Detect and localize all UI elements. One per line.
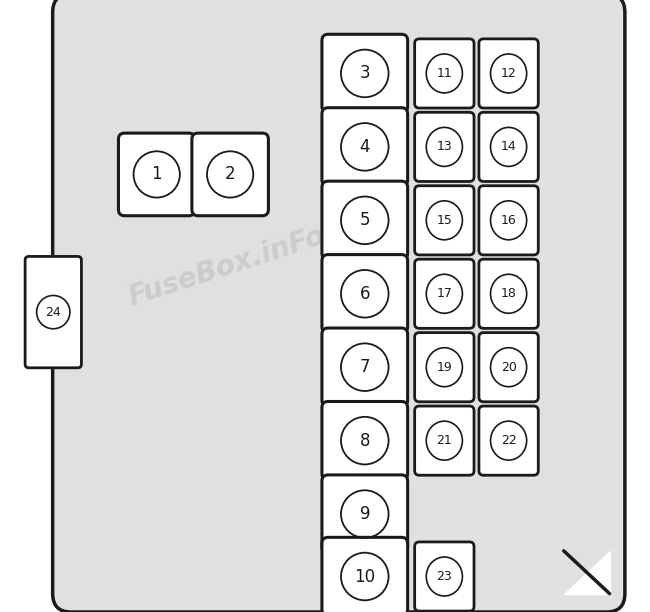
Text: 15: 15 (436, 214, 452, 227)
Text: FuseBox.inFo: FuseBox.inFo (125, 221, 329, 312)
Text: 1: 1 (151, 165, 162, 184)
Text: 3: 3 (359, 64, 370, 83)
FancyBboxPatch shape (322, 475, 408, 553)
FancyBboxPatch shape (322, 537, 408, 612)
FancyBboxPatch shape (25, 256, 81, 368)
FancyBboxPatch shape (415, 113, 474, 181)
Text: 13: 13 (436, 140, 452, 154)
Text: 24: 24 (46, 305, 61, 319)
FancyBboxPatch shape (53, 0, 625, 612)
Text: 11: 11 (436, 67, 452, 80)
FancyBboxPatch shape (415, 259, 474, 328)
FancyBboxPatch shape (415, 39, 474, 108)
Text: 10: 10 (354, 567, 375, 586)
FancyBboxPatch shape (192, 133, 268, 216)
FancyBboxPatch shape (479, 113, 538, 181)
FancyBboxPatch shape (322, 401, 408, 480)
Text: 14: 14 (500, 140, 517, 154)
FancyBboxPatch shape (479, 406, 538, 475)
FancyBboxPatch shape (479, 39, 538, 108)
Text: 7: 7 (359, 358, 370, 376)
Text: 6: 6 (359, 285, 370, 303)
Text: 5: 5 (359, 211, 370, 230)
FancyBboxPatch shape (415, 542, 474, 611)
Text: 4: 4 (359, 138, 370, 156)
Text: 9: 9 (359, 505, 370, 523)
FancyBboxPatch shape (415, 406, 474, 475)
FancyBboxPatch shape (415, 186, 474, 255)
FancyBboxPatch shape (479, 186, 538, 255)
Text: 16: 16 (500, 214, 517, 227)
Text: 20: 20 (500, 360, 517, 374)
Text: 23: 23 (436, 570, 452, 583)
Text: 19: 19 (436, 360, 452, 374)
FancyBboxPatch shape (322, 34, 408, 113)
Text: 17: 17 (436, 287, 452, 300)
FancyBboxPatch shape (322, 328, 408, 406)
Text: 21: 21 (436, 434, 452, 447)
FancyBboxPatch shape (322, 181, 408, 259)
FancyBboxPatch shape (118, 133, 195, 216)
Text: 2: 2 (225, 165, 235, 184)
FancyBboxPatch shape (322, 108, 408, 186)
Text: 12: 12 (500, 67, 517, 80)
Text: 8: 8 (359, 431, 370, 450)
FancyBboxPatch shape (415, 333, 474, 401)
FancyBboxPatch shape (479, 333, 538, 401)
FancyBboxPatch shape (479, 259, 538, 328)
FancyBboxPatch shape (322, 255, 408, 333)
Polygon shape (564, 551, 610, 594)
Text: 22: 22 (500, 434, 517, 447)
Text: 18: 18 (500, 287, 517, 300)
